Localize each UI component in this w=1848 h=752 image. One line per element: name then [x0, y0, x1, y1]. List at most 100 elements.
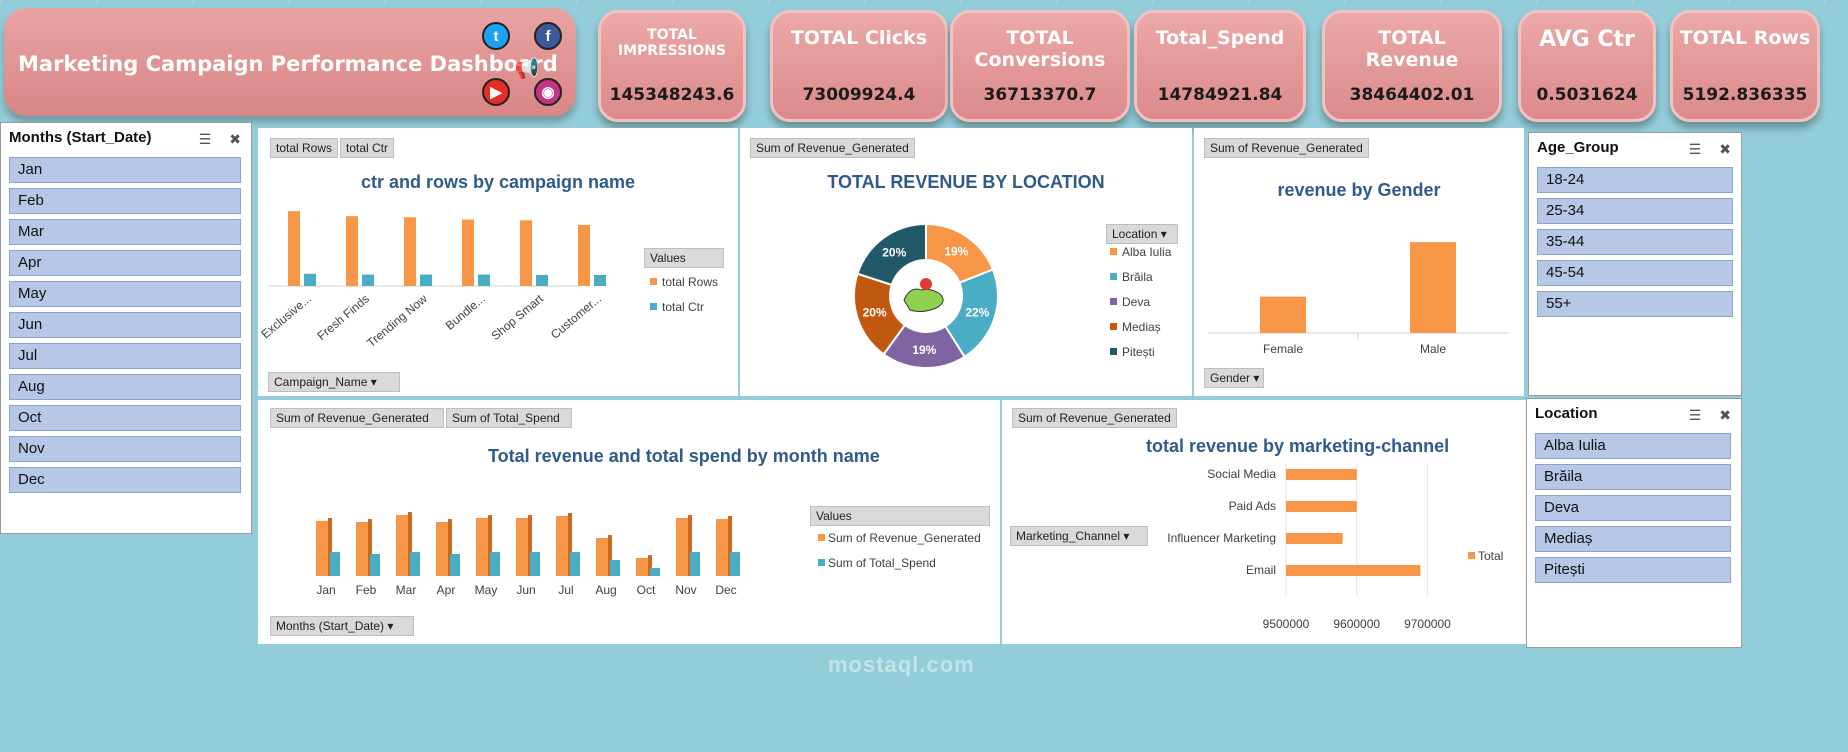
bar-revenue [636, 558, 648, 576]
legend-label: Brăila [1122, 270, 1153, 284]
field-button-channel-revenue[interactable]: Sum of Revenue_Generated [1012, 408, 1177, 428]
kpi-label: AVG Ctr [1539, 27, 1635, 52]
slicer-item-location[interactable]: Deva [1535, 495, 1731, 521]
field-button-revenue[interactable]: Sum of Revenue_Generated [750, 138, 915, 158]
data-label: 20% [863, 306, 887, 320]
twitter-icon: t [482, 22, 510, 50]
slicer-item-location[interactable]: Brăila [1535, 464, 1731, 490]
data-label: 19% [944, 244, 968, 258]
marketing-channel-field-button[interactable]: Marketing_Channel ▾ [1010, 526, 1148, 546]
bar-total-rows [462, 219, 474, 286]
legend-title-values: Values [810, 506, 990, 526]
slicer-item-months[interactable]: Nov [9, 436, 241, 462]
bar-revenue-side [328, 518, 332, 576]
field-button-revenue-generated[interactable]: Sum of Revenue_Generated [270, 408, 444, 428]
location-slicer-title: Location [1535, 404, 1598, 422]
clear-filter-icon[interactable]: ✖ [1719, 141, 1731, 157]
bar-revenue [596, 538, 608, 576]
field-button-total-rows[interactable]: total Rows [270, 138, 339, 158]
legend-label: Sum of Revenue_Generated [828, 531, 981, 545]
channel-chart-panel: Sum of Revenue_Generated total revenue b… [1002, 400, 1526, 644]
age-slicer-title: Age_Group [1537, 138, 1619, 156]
bar-total-rows [346, 216, 358, 286]
kpi-value: 145348243.6 [609, 85, 735, 105]
gender-field-button[interactable]: Gender ▾ [1204, 368, 1264, 388]
multi-select-icon[interactable]: ☰ [1688, 141, 1702, 157]
slicer-item-age[interactable]: 18-24 [1537, 167, 1733, 193]
x-tick-label: 9600000 [1333, 617, 1380, 631]
kpi-card: TOTAL Revenue 38464402.01 [1322, 10, 1502, 122]
multi-select-icon[interactable]: ☰ [1688, 407, 1702, 423]
slicer-item-months[interactable]: Dec [9, 467, 241, 493]
location-field-button[interactable]: Location ▾ [1106, 224, 1178, 244]
bar-channel [1286, 501, 1357, 512]
bar-revenue [396, 515, 408, 576]
bar-channel [1286, 469, 1357, 480]
location-chart-panel: Sum of Revenue_Generated TOTAL REVENUE B… [740, 128, 1192, 396]
kpi-card: Total_Spend 14784921.84 [1134, 10, 1306, 122]
slicer-item-months[interactable]: Mar [9, 219, 241, 245]
campaign-chart-panel: total Rows total Ctr ctr and rows by cam… [258, 128, 738, 396]
slicer-item-age[interactable]: 35-44 [1537, 229, 1733, 255]
kpi-card: TOTAL Conversions 36713370.7 [950, 10, 1130, 122]
slicer-item-months[interactable]: Feb [9, 188, 241, 214]
dashboard-title: Marketing Campaign Performance Dashboard [18, 52, 558, 76]
bar-spend [450, 554, 460, 576]
slicer-item-months[interactable]: Jul [9, 343, 241, 369]
tick-label: Trending Now [364, 291, 430, 350]
age-group-slicer[interactable]: Age_Group ☰ ✖ 18-24 25-34 35-44 45-54 55+ [1528, 132, 1742, 396]
tick-label: Jul [558, 583, 573, 597]
bar-spend [330, 552, 340, 576]
slicer-item-age[interactable]: 45-54 [1537, 260, 1733, 286]
months-field-button[interactable]: Months (Start_Date) ▾ [270, 616, 414, 636]
legend-title-values: Values [644, 248, 724, 268]
month-chart-panel: Sum of Revenue_Generated Sum of Total_Sp… [258, 400, 1000, 644]
tick-label: Nov [675, 583, 696, 597]
slicer-item-months[interactable]: May [9, 281, 241, 307]
slicer-item-age[interactable]: 55+ [1537, 291, 1733, 317]
tick-label: Email [1246, 563, 1276, 577]
clear-filter-icon[interactable]: ✖ [229, 131, 241, 147]
legend-label: Alba Iulia [1122, 245, 1172, 259]
legend-swatch [1110, 273, 1117, 280]
months-slicer[interactable]: Months (Start_Date) ☰ ✖ Jan Feb Mar Apr May Ju… [0, 122, 252, 534]
tick-label: Aug [595, 583, 616, 597]
kpi-card: TOTAL IMPRESSIONS 145348243.6 [598, 10, 746, 122]
slicer-item-location[interactable]: Mediaș [1535, 526, 1731, 552]
field-button-total-ctr[interactable]: total Ctr [340, 138, 395, 158]
slicer-item-months[interactable]: Apr [9, 250, 241, 276]
bar-spend [650, 568, 660, 576]
slicer-item-months[interactable]: Jan [9, 157, 241, 183]
bar-revenue [316, 521, 328, 576]
slicer-item-months[interactable]: Jun [9, 312, 241, 338]
legend-label: Total [1478, 549, 1503, 563]
kpi-card: TOTAL Clicks 73009924.4 [770, 10, 948, 122]
bar-spend [690, 552, 700, 576]
bar-total-rows [404, 217, 416, 286]
legend-label: total Rows [662, 275, 718, 289]
bar-total-ctr [478, 274, 490, 286]
slicer-item-location[interactable]: Alba Iulia [1535, 433, 1731, 459]
location-pie-chart: 19% 22% 19% 20% 20% Alba Iulia Brăila Deva Media… [853, 222, 1172, 369]
bar-total-ctr [594, 274, 606, 286]
slicer-item-months[interactable]: Aug [9, 374, 241, 400]
bar-revenue [476, 518, 488, 576]
bar-spend [410, 552, 420, 576]
kpi-card: TOTAL Rows 5192.836335 [1670, 10, 1820, 122]
legend-swatch [1110, 323, 1117, 330]
title-banner: Marketing Campaign Performance Dashboard… [4, 8, 576, 116]
campaign-name-field-button[interactable]: Campaign_Name ▾ [268, 372, 400, 392]
multi-select-icon[interactable]: ☰ [198, 131, 212, 147]
field-button-gender-revenue[interactable]: Sum of Revenue_Generated [1204, 138, 1369, 158]
clear-filter-icon[interactable]: ✖ [1719, 407, 1731, 423]
slicer-item-age[interactable]: 25-34 [1537, 198, 1733, 224]
legend-label: Deva [1122, 295, 1150, 309]
facebook-icon: f [534, 22, 562, 50]
tick-label: Fresh Finds [314, 292, 372, 343]
tick-label: Paid Ads [1229, 499, 1276, 513]
field-button-total-spend[interactable]: Sum of Total_Spend [446, 408, 572, 428]
slicer-item-location[interactable]: Pitești [1535, 557, 1731, 583]
slicer-item-months[interactable]: Oct [9, 405, 241, 431]
location-slicer[interactable]: Location ☰ ✖ Alba Iulia Brăila Deva Mediaș Pi… [1526, 398, 1742, 648]
legend-swatch [1110, 298, 1117, 305]
